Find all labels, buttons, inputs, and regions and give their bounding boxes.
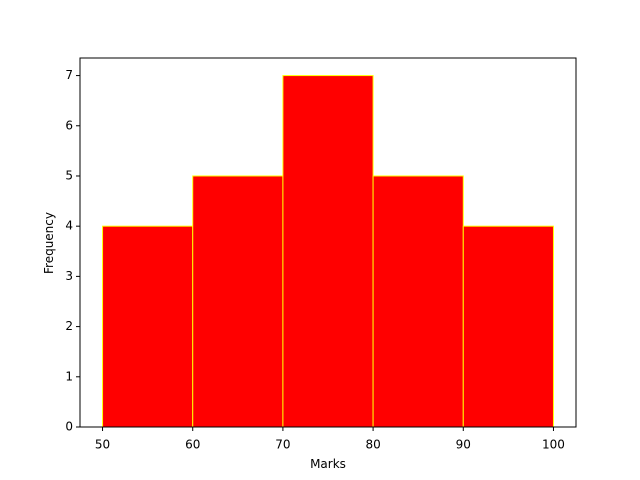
bar — [282, 75, 374, 428]
x-tick-label: 50 — [95, 438, 110, 452]
y-axis-label: Frequency — [42, 212, 56, 274]
y-tick-label: 4 — [65, 219, 73, 233]
y-tick-label: 7 — [65, 68, 73, 82]
x-tick-label: 70 — [275, 438, 290, 452]
y-tick-label: 1 — [65, 369, 73, 383]
x-tick-label: 100 — [542, 438, 565, 452]
y-tick-label: 6 — [65, 118, 73, 132]
y-tick-label: 5 — [65, 168, 73, 182]
bar — [462, 225, 554, 428]
x-tick-label: 90 — [456, 438, 471, 452]
x-tick-label: 80 — [365, 438, 380, 452]
bar — [102, 225, 194, 428]
plot-frame — [79, 57, 577, 428]
x-axis-label: Marks — [310, 457, 346, 471]
y-tick-label: 2 — [65, 319, 73, 333]
y-tick-label: 0 — [65, 420, 73, 434]
y-tick-label: 3 — [65, 269, 73, 283]
bar — [192, 175, 284, 428]
x-tick-label: 60 — [185, 438, 200, 452]
bar — [372, 175, 464, 428]
